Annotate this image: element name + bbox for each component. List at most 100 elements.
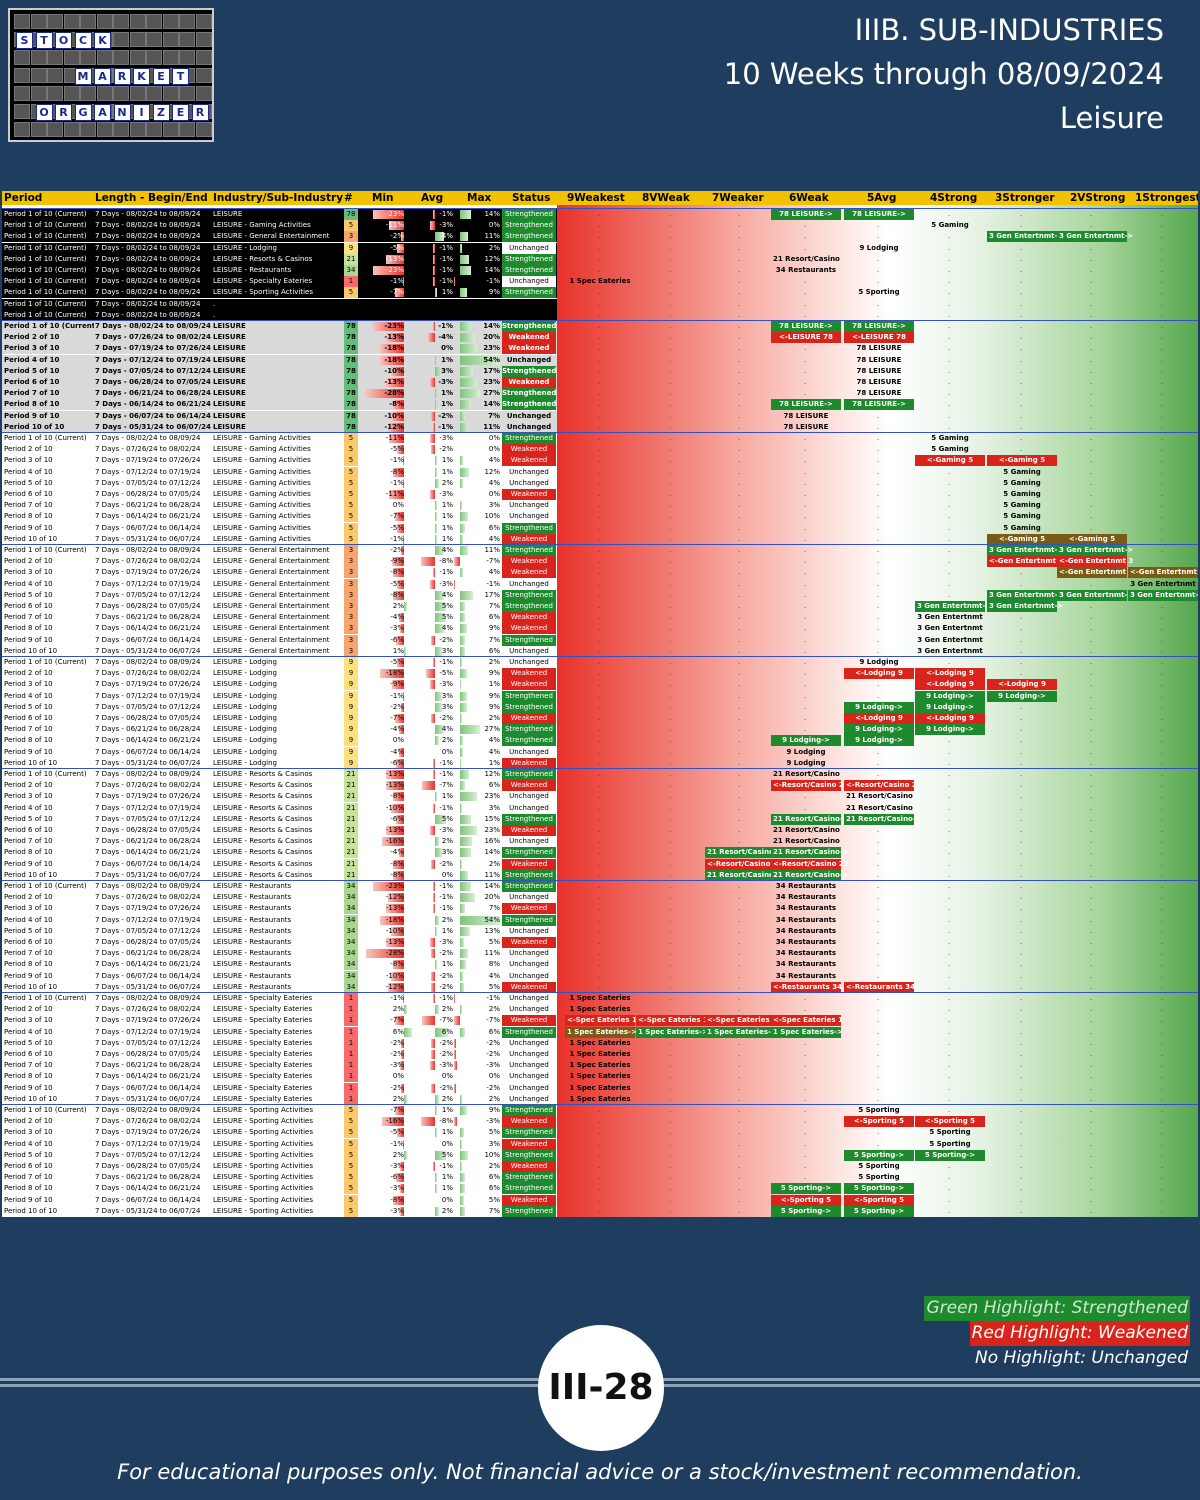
table-row: Period 9 of 10 7 Days - 06/07/24 to 06/14…	[2, 1082, 1198, 1094]
row-info-band: Period 7 of 10 7 Days - 06/21/24 to 06/28…	[2, 612, 557, 624]
period-cell: Period 1 of 10 (Current)	[4, 266, 87, 274]
rank-placeholder: .	[877, 445, 880, 454]
rank-placeholder: .	[804, 1061, 807, 1070]
max-bar	[460, 725, 481, 735]
max-cell: 23%	[483, 344, 500, 353]
length-cell: 7 Days - 06/28/24 to 07/05/24	[95, 1050, 201, 1058]
max-bar	[460, 669, 467, 679]
col-rank-2: 8VWeak	[642, 192, 690, 204]
rank-placeholder: .	[598, 971, 601, 980]
max-cell: 4%	[488, 456, 500, 465]
logo-tile	[179, 14, 195, 29]
rank-placeholder: .	[669, 613, 672, 622]
max-bar	[460, 546, 469, 555]
row-info-band: Period 1 of 10 (Current) 7 Days - 08/02/2…	[2, 242, 557, 254]
title-line-2: 10 Weeks through 08/09/2024	[723, 57, 1164, 91]
rank-placeholder: .	[669, 781, 672, 790]
length-cell: 7 Days - 08/02/24 to 08/09/24	[95, 221, 201, 230]
industry-cell: LEISURE - General Entertainment	[213, 590, 330, 599]
length-cell: 7 Days - 06/21/24 to 06/28/24	[95, 949, 201, 958]
max-bar	[460, 1195, 464, 1205]
table-header: Period Length - Begin/End Industry/Sub-I…	[2, 191, 1198, 205]
rank-placeholder: .	[669, 949, 672, 958]
row-info-band: Period 5 of 10 7 Days - 07/05/24 to 07/12…	[2, 1037, 557, 1049]
rank-placeholder: .	[1161, 378, 1164, 386]
row-info-band: Period 10 of 10 7 Days - 05/31/24 to 06/0…	[2, 981, 557, 993]
status-badge: Weakened	[502, 556, 556, 568]
logo-letter: T	[172, 68, 189, 85]
row-info-band: Period 4 of 10 7 Days - 07/12/24 to 07/19…	[2, 690, 557, 702]
rank-placeholder: .	[1020, 1083, 1023, 1092]
rank-placeholder: .	[738, 915, 741, 924]
rank-placeholder: .	[738, 770, 741, 778]
min-cell: -6%	[390, 814, 404, 823]
rank-placeholder: .	[948, 882, 951, 890]
row-info-band: Period 1 of 10 (Current) 7 Days - 08/02/2…	[2, 769, 557, 780]
period-cell: Period 10 of 10	[4, 870, 58, 879]
rank-placeholder: .	[1161, 277, 1164, 286]
count-cell: 9	[344, 701, 358, 713]
avg-bar	[431, 445, 435, 455]
status-badge: Unchanged	[509, 579, 549, 588]
rank-placeholder: .	[1161, 938, 1164, 946]
rank-placeholder: .	[738, 781, 741, 790]
avg-cell: -3%	[439, 826, 453, 834]
max-bar	[460, 1184, 465, 1194]
avg-bar	[435, 1150, 446, 1160]
rank-marker: 3 Gen Entertnmt->	[1057, 545, 1134, 556]
max-cell: 3%	[488, 501, 500, 510]
rank-marker: 9 Lodging->	[844, 701, 914, 713]
rank-marker: <-Resort/Casino 21	[771, 858, 849, 870]
logo-tile	[14, 14, 30, 29]
max-cell: 5%	[488, 938, 500, 946]
avg-cell: -3%	[439, 221, 453, 230]
max-bar	[460, 646, 465, 656]
rank-placeholder: .	[877, 994, 880, 1002]
status-badge: Strengthened	[502, 399, 557, 411]
rank-marker: <-Lodging 9	[915, 668, 985, 680]
status-badge: Strengthened	[502, 914, 556, 926]
rank-placeholder: .	[1161, 826, 1164, 834]
rank-placeholder: .	[1090, 758, 1093, 767]
min-cell: 2%	[392, 1094, 404, 1103]
rank-placeholder: .	[1161, 1139, 1164, 1148]
row-info-band: Period 1 of 10 (Current) 7 Days - 08/02/2…	[2, 253, 557, 265]
status-badge: Unchanged	[509, 893, 549, 902]
min-bar	[390, 803, 404, 813]
rank-placeholder: .	[598, 221, 601, 230]
rank-placeholder: .	[598, 557, 601, 566]
rank-placeholder: .	[1161, 557, 1164, 566]
logo-tile	[195, 86, 212, 101]
count-cell: 3	[344, 589, 358, 601]
max-cell: 7%	[488, 1206, 500, 1215]
rank-placeholder: .	[738, 210, 741, 218]
table-row: Period 6 of 10 7 Days - 06/28/24 to 07/05…	[2, 489, 1198, 500]
logo-tile	[30, 68, 47, 83]
rank-placeholder: .	[1090, 400, 1093, 409]
avg-bar	[421, 557, 435, 567]
period-cell: Period 5 of 10	[4, 1150, 53, 1159]
max-bar	[460, 1005, 462, 1015]
status-badge: Unchanged	[509, 971, 549, 980]
count-cell: 5	[344, 1205, 358, 1217]
rank-placeholder: .	[877, 254, 880, 263]
rank-placeholder: .	[1090, 669, 1093, 678]
period-cell: Period 5 of 10	[4, 702, 53, 711]
logo-letter: N	[113, 104, 131, 121]
avg-cell: 4%	[441, 624, 453, 633]
rank-placeholder: .	[1020, 758, 1023, 767]
rank-placeholder: .	[738, 456, 741, 465]
rank-placeholder: .	[738, 277, 741, 286]
rank-placeholder: .	[669, 221, 672, 230]
rank-placeholder: .	[1020, 792, 1023, 801]
status-badge: Unchanged	[509, 994, 549, 1002]
max-cell: -2%	[486, 1050, 500, 1058]
avg-bar	[435, 366, 442, 376]
max-cell: 27%	[484, 725, 500, 734]
rank-placeholder: .	[804, 714, 807, 722]
rank-placeholder: .	[669, 960, 672, 969]
min-bar	[402, 691, 404, 701]
length-cell: 7 Days - 08/02/24 to 08/09/24	[95, 243, 201, 252]
max-bar	[460, 266, 471, 275]
min-bar	[397, 1128, 404, 1138]
